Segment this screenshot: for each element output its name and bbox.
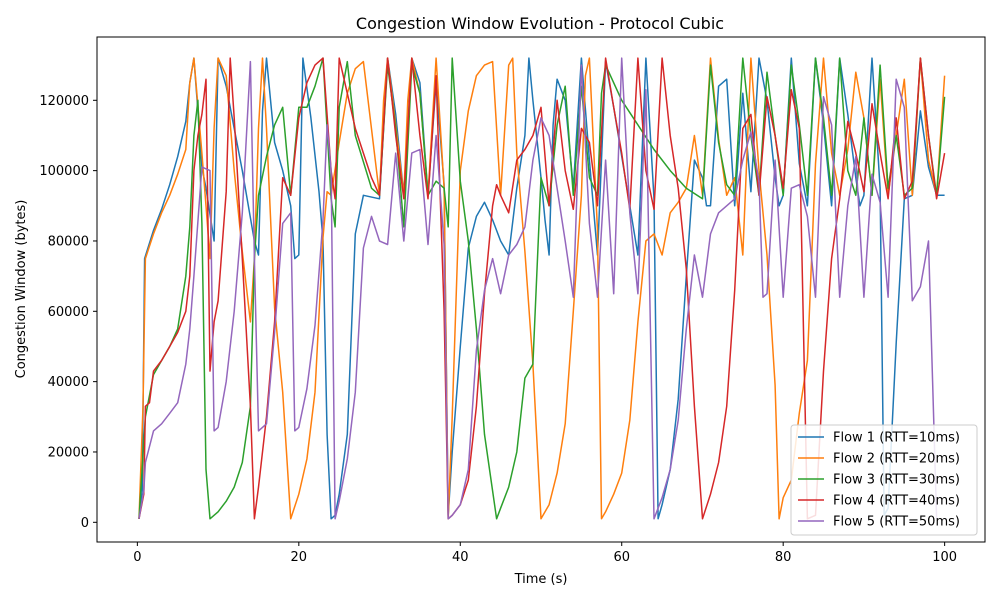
x-axis: 0 20 40 60 80 100 xyxy=(133,542,957,565)
legend-entry: Flow 5 (RTT=50ms) xyxy=(833,515,960,530)
x-tick-label: 80 xyxy=(775,550,792,565)
y-tick-label: 40000 xyxy=(48,375,89,390)
x-tick-label: 0 xyxy=(133,550,141,565)
y-tick-label: 80000 xyxy=(48,234,89,249)
y-axis-label: Congestion Window (bytes) xyxy=(14,200,29,379)
series-line-flow-5 xyxy=(138,57,938,520)
y-tick-label: 0 xyxy=(81,516,89,531)
y-tick-label: 20000 xyxy=(48,445,89,460)
legend-box xyxy=(790,424,978,536)
x-axis-label: Time (s) xyxy=(514,572,568,587)
series-line-flow-3 xyxy=(138,57,946,520)
legend-entry: Flow 4 (RTT=40ms) xyxy=(833,494,960,509)
legend-entry: Flow 3 (RTT=30ms) xyxy=(833,473,960,488)
legend-entry: Flow 1 (RTT=10ms) xyxy=(833,431,960,446)
plot-frame xyxy=(96,36,986,543)
series-line-flow-1 xyxy=(138,57,945,520)
series-layer xyxy=(138,57,946,520)
y-tick-label: 60000 xyxy=(48,305,89,320)
x-tick-label: 100 xyxy=(932,550,957,565)
x-tick-label: 60 xyxy=(613,550,630,565)
legend: Flow 1 (RTT=10ms) Flow 2 (RTT=20ms) Flow 3… xyxy=(790,424,978,536)
plot-area xyxy=(96,36,986,543)
chart-title: Congestion Window Evolution - Protocol C… xyxy=(356,14,724,33)
series-line-flow-4 xyxy=(138,57,946,520)
y-axis: 0 20000 40000 60000 80000 100000 120000 xyxy=(39,94,97,531)
x-tick-label: 40 xyxy=(452,550,469,565)
x-tick-label: 20 xyxy=(291,550,308,565)
y-tick-label: 120000 xyxy=(39,94,89,109)
y-tick-label: 100000 xyxy=(39,164,89,179)
legend-entry: Flow 2 (RTT=20ms) xyxy=(833,452,960,467)
